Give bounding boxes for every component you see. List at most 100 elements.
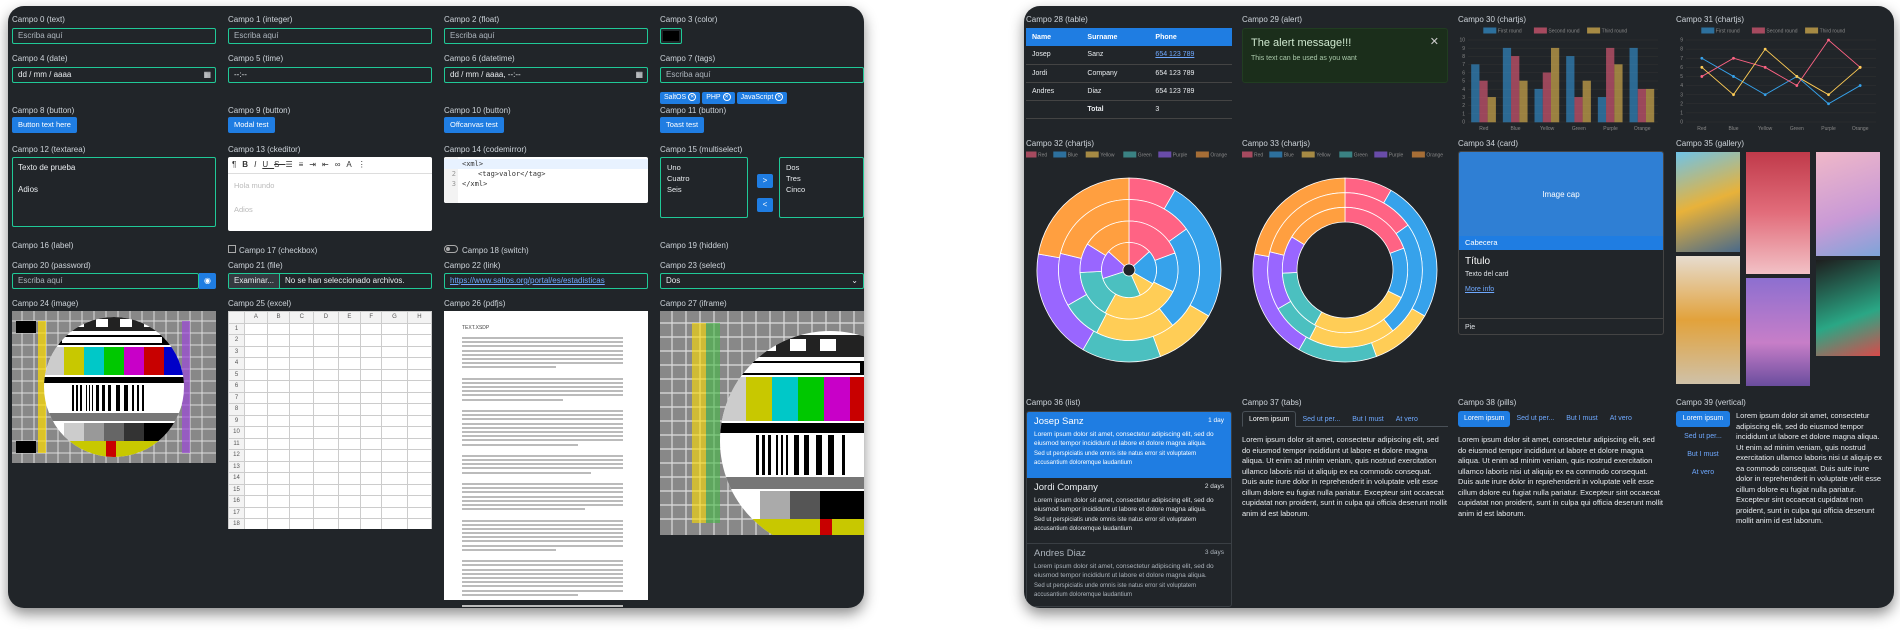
sheet-cell[interactable] xyxy=(266,357,291,370)
sheet-cell[interactable] xyxy=(406,368,432,381)
row-header[interactable]: 1 xyxy=(228,322,245,335)
calendar-icon[interactable]: ▦ xyxy=(203,70,211,79)
sheet-cell[interactable] xyxy=(313,472,339,485)
list-item[interactable]: Andres Diaz 3 days Lorem ipsum dolor sit… xyxy=(1027,544,1231,606)
sheet-cell[interactable] xyxy=(289,449,315,462)
sheet-cell[interactable] xyxy=(360,403,383,416)
list-item[interactable]: Josep Sanz 1 day Lorem ipsum dolor sit a… xyxy=(1027,412,1231,478)
sheet-cell[interactable] xyxy=(406,357,432,370)
sheet-cell[interactable] xyxy=(337,368,362,381)
row-header[interactable]: 11 xyxy=(228,437,245,450)
sheet-cell[interactable] xyxy=(406,380,432,393)
row-header[interactable]: 7 xyxy=(228,391,245,404)
sheet-cell[interactable] xyxy=(266,426,291,439)
calendar-icon[interactable]: ▦ xyxy=(635,70,643,79)
gallery-image[interactable] xyxy=(1676,256,1740,384)
color-input[interactable] xyxy=(660,28,682,44)
sheet-cell[interactable] xyxy=(313,437,339,450)
switch[interactable] xyxy=(444,244,458,253)
option[interactable]: Cinco xyxy=(786,185,806,194)
sheet-cell[interactable] xyxy=(360,460,383,473)
row-header[interactable]: 3 xyxy=(228,345,245,358)
sheet-cell[interactable] xyxy=(381,403,408,416)
sheet-cell[interactable] xyxy=(266,322,291,335)
sheet-cell[interactable] xyxy=(244,391,268,404)
sheet-cell[interactable] xyxy=(381,449,408,462)
sheet-cell[interactable] xyxy=(360,391,383,404)
column-header[interactable]: B xyxy=(266,311,291,324)
sheet-cell[interactable] xyxy=(360,437,383,450)
sheet-cell[interactable] xyxy=(337,322,362,335)
sheet-cell[interactable] xyxy=(244,322,268,335)
sheet-cell[interactable] xyxy=(313,426,339,439)
button-text-here[interactable]: Button text here xyxy=(12,117,77,133)
sheet-cell[interactable] xyxy=(244,345,268,358)
heading-icon[interactable]: ¶ xyxy=(232,160,243,169)
sheet-cell[interactable] xyxy=(360,380,383,393)
column-header[interactable]: D xyxy=(313,311,339,324)
link[interactable]: https://www.saltos.org/portal/es/estadis… xyxy=(444,273,648,289)
row-header[interactable]: 2 xyxy=(228,334,245,347)
sheet-cell[interactable] xyxy=(266,437,291,450)
sheet-cell[interactable] xyxy=(313,518,339,529)
option[interactable]: Uno xyxy=(667,163,681,172)
sheet-cell[interactable] xyxy=(266,414,291,427)
row-header[interactable]: 17 xyxy=(228,506,245,519)
outdent-icon[interactable]: ⇤ xyxy=(321,160,335,169)
sheet-cell[interactable] xyxy=(381,380,408,393)
vpill-sed-ut[interactable]: Sed ut per... xyxy=(1684,433,1722,440)
sheet-cell[interactable] xyxy=(337,357,362,370)
column-header[interactable]: G xyxy=(381,311,408,324)
tags-input[interactable]: Escriba aquí xyxy=(660,67,864,83)
eye-icon[interactable]: ◉ xyxy=(199,273,216,289)
sheet-cell[interactable] xyxy=(313,414,339,427)
sheet-cell[interactable] xyxy=(406,414,432,427)
gallery-image[interactable] xyxy=(1746,278,1810,386)
sheet-cell[interactable] xyxy=(266,403,291,416)
sheet-cell[interactable] xyxy=(337,449,362,462)
sheet-cell[interactable] xyxy=(381,437,408,450)
sheet-cell[interactable] xyxy=(244,368,268,381)
italic-icon[interactable]: I xyxy=(254,160,263,169)
sheet-cell[interactable] xyxy=(313,368,339,381)
sheet-cell[interactable] xyxy=(289,334,315,347)
sheet-cell[interactable] xyxy=(360,322,383,335)
sheet-cell[interactable] xyxy=(381,426,408,439)
checkbox[interactable] xyxy=(228,244,236,253)
column-header[interactable]: E xyxy=(337,311,362,324)
sheet-cell[interactable] xyxy=(266,506,291,519)
sheet-cell[interactable] xyxy=(266,368,291,381)
sheet-cell[interactable] xyxy=(381,334,408,347)
sheet-cell[interactable] xyxy=(337,345,362,358)
sheet-cell[interactable] xyxy=(289,380,315,393)
float-input[interactable]: Escriba aquí xyxy=(444,28,648,44)
option[interactable]: Tres xyxy=(786,174,801,183)
sheet-cell[interactable] xyxy=(381,483,408,496)
sheet-cell[interactable] xyxy=(244,334,268,347)
sheet-cell[interactable] xyxy=(266,391,291,404)
option[interactable]: Seis xyxy=(667,185,682,194)
row-header[interactable]: 6 xyxy=(228,380,245,393)
sheet-cell[interactable] xyxy=(381,506,408,519)
sheet-cell[interactable] xyxy=(266,449,291,462)
column-header[interactable]: Surname xyxy=(1087,33,1118,41)
card-link[interactable]: More info xyxy=(1465,286,1495,293)
sheet-cell[interactable] xyxy=(381,518,408,529)
sheet-cell[interactable] xyxy=(289,322,315,335)
sheet-cell[interactable] xyxy=(244,483,268,496)
date-input[interactable]: dd / mm / aaaa ▦ xyxy=(12,67,216,83)
sheet-cell[interactable] xyxy=(381,391,408,404)
sheet-cell[interactable] xyxy=(289,391,315,404)
sheet-cell[interactable] xyxy=(337,334,362,347)
tab-at-vero[interactable]: At vero xyxy=(1395,416,1418,423)
sheet-cell[interactable] xyxy=(406,334,432,347)
phone-link[interactable]: 654 123 789 xyxy=(1149,46,1232,65)
row-header[interactable]: 8 xyxy=(228,403,245,416)
close-icon[interactable]: ✕ xyxy=(1429,36,1439,48)
sheet-cell[interactable] xyxy=(337,414,362,427)
sheet-cell[interactable] xyxy=(360,368,383,381)
tab-but-i-must[interactable]: But I must xyxy=(1352,416,1384,423)
rich-editor[interactable]: ¶BIUS☰≡⇥⇤∞A⋮ Hola mundo Adios xyxy=(228,157,432,231)
sheet-cell[interactable] xyxy=(381,460,408,473)
pdf-viewer[interactable]: TEXT.XSDP xyxy=(444,311,648,608)
